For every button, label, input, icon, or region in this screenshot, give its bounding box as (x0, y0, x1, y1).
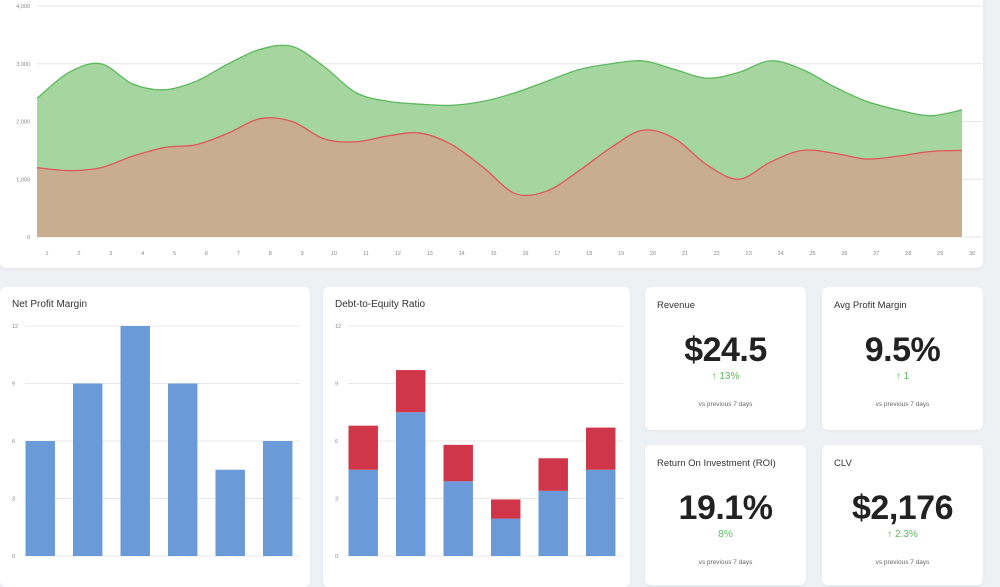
bar (25, 441, 55, 556)
kpi-value: $24.5 (684, 331, 767, 369)
bar-series-2 (586, 427, 616, 470)
x-tick-label: 20 (650, 251, 656, 257)
x-tick-label: 14 (459, 251, 465, 257)
x-tick-label: 3 (109, 251, 112, 257)
kpi-footnote: vs previous 7 days (875, 559, 930, 566)
net-profit-margin-chart: 0 3 6 9 12 (12, 324, 300, 560)
debt-to-equity-card: Debt-to-Equity Ratio 0 3 6 9 12 (323, 287, 630, 587)
bar-series-1 (396, 412, 426, 556)
y-tick-label: 3 (335, 497, 338, 503)
x-tick-label: 28 (905, 251, 911, 257)
bar-series-2 (443, 444, 473, 482)
x-tick-label: 10 (331, 251, 337, 257)
y-tick-label: 0 (335, 554, 338, 560)
x-tick-label: 27 (873, 251, 879, 257)
x-tick-label: 25 (809, 251, 815, 257)
x-tick-label: 9 (301, 251, 304, 257)
x-tick-label: 2 (77, 251, 80, 257)
bar-series-2 (491, 499, 521, 519)
bar (120, 326, 150, 556)
net-profit-margin-card: Net Profit Margin 0 3 6 9 12 (0, 287, 310, 587)
y-tick-label: 0 (27, 235, 30, 241)
x-tick-label: 29 (937, 251, 943, 257)
y-tick-label: 0 (12, 554, 15, 560)
kpi-title: Return On Investment (ROI) (657, 458, 776, 469)
y-tick-label: 6 (12, 439, 15, 445)
y-tick-label: 12 (12, 324, 18, 330)
debt-to-equity-chart: 0 3 6 9 12 (335, 324, 623, 560)
area-series-line-2 (36, 117, 963, 197)
x-tick-label: 4 (141, 251, 144, 257)
kpi-footnote: vs previous 7 days (875, 401, 930, 408)
x-tick-label: 19 (618, 251, 624, 257)
chart-title: Debt-to-Equity Ratio (335, 299, 426, 310)
kpi-change: ↑ 13% (711, 371, 740, 382)
area-chart-card: 0 1,000 2,000 3,000 4,000 1 2 3 4 5 6 7 8 9 10 11 12 13 14… (0, 0, 983, 268)
kpi-change: ↑ 2.3% (887, 529, 918, 540)
bar-series-1 (538, 490, 568, 556)
kpi-value: $2,176 (852, 489, 954, 527)
area-series-2 (37, 117, 962, 237)
bar-series-1 (586, 469, 616, 556)
y-tick-label: 12 (335, 324, 341, 330)
kpi-title: Revenue (657, 300, 696, 311)
bar-series-2 (348, 425, 378, 470)
x-tick-label: 18 (586, 251, 592, 257)
y-tick-label: 1,000 (16, 177, 30, 183)
bar (168, 383, 198, 556)
x-tick-label: 16 (522, 251, 528, 257)
x-tick-label: 23 (746, 251, 752, 257)
kpi-title: CLV (834, 458, 852, 469)
x-tick-label: 30 (969, 251, 975, 257)
y-tick-label: 3 (12, 497, 15, 503)
bar-series-1 (491, 518, 521, 556)
x-tick-label: 12 (395, 251, 401, 257)
kpi-change: ↑ 1 (895, 371, 910, 382)
x-tick-label: 15 (490, 251, 496, 257)
bar (215, 469, 245, 556)
x-tick-label: 7 (237, 251, 240, 257)
x-tick-label: 5 (173, 251, 176, 257)
y-tick-label: 4,000 (16, 4, 30, 10)
x-tick-label: 13 (427, 251, 433, 257)
bar (263, 441, 293, 556)
kpi-change: 8% (718, 529, 733, 540)
kpi-title: Avg Profit Margin (834, 300, 907, 311)
y-tick-label: 3,000 (16, 62, 30, 68)
bar (73, 383, 103, 556)
x-tick-label: 11 (363, 251, 369, 257)
x-tick-label: 21 (682, 251, 688, 257)
x-tick-label: 1 (45, 251, 48, 257)
x-tick-label: 22 (714, 251, 720, 257)
kpi-card-roi: Return On Investment (ROI) 19.1% 8% vs p… (645, 445, 806, 585)
bar-series-1 (443, 481, 473, 556)
kpi-footnote: vs previous 7 days (698, 559, 753, 566)
x-tick-label: 24 (778, 251, 784, 257)
y-tick-label: 6 (335, 439, 338, 445)
x-tick-label: 8 (269, 251, 272, 257)
bar-series-1 (348, 469, 378, 556)
y-tick-label: 2,000 (16, 120, 30, 126)
y-tick-label: 9 (12, 382, 15, 388)
chart-title: Net Profit Margin (12, 299, 88, 310)
kpi-card-avg-profit-margin: Avg Profit Margin 9.5% ↑ 1 vs previous 7… (822, 287, 983, 430)
kpi-value: 9.5% (864, 331, 941, 369)
x-tick-label: 17 (554, 251, 560, 257)
bar-series-2 (396, 370, 426, 413)
kpi-footnote: vs previous 7 days (698, 401, 753, 408)
y-tick-label: 9 (335, 382, 338, 388)
kpi-card-revenue: Revenue $24.5 ↑ 13% vs previous 7 days (645, 287, 806, 430)
x-tick-label: 6 (205, 251, 208, 257)
bar-series-2 (538, 458, 568, 491)
kpi-card-clv: CLV $2,176 ↑ 2.3% vs previous 7 days (822, 445, 983, 585)
area-series-line-1 (36, 44, 963, 117)
kpi-value: 19.1% (678, 489, 773, 527)
x-tick-label: 26 (841, 251, 847, 257)
